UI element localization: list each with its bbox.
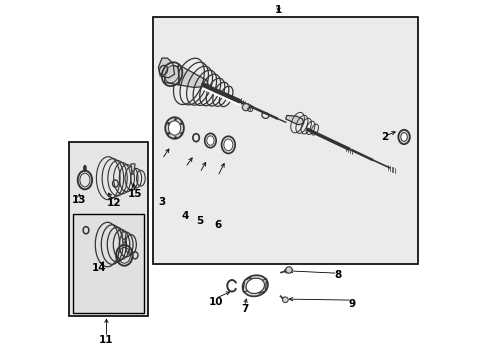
- Polygon shape: [131, 164, 135, 171]
- Polygon shape: [243, 278, 250, 292]
- Text: 2: 2: [380, 132, 387, 142]
- Ellipse shape: [168, 121, 180, 135]
- Text: 5: 5: [196, 216, 203, 226]
- Polygon shape: [158, 58, 174, 78]
- Text: 3: 3: [158, 197, 165, 207]
- Polygon shape: [122, 232, 126, 239]
- Text: 8: 8: [333, 270, 341, 280]
- Text: 10: 10: [208, 297, 223, 307]
- Ellipse shape: [245, 278, 264, 293]
- Polygon shape: [178, 64, 208, 87]
- Polygon shape: [122, 239, 125, 242]
- Ellipse shape: [165, 117, 183, 139]
- Circle shape: [282, 297, 287, 303]
- Polygon shape: [285, 116, 303, 125]
- Ellipse shape: [242, 275, 267, 296]
- Polygon shape: [132, 171, 134, 174]
- Circle shape: [242, 104, 249, 111]
- Circle shape: [285, 267, 292, 273]
- Ellipse shape: [400, 133, 407, 141]
- Polygon shape: [163, 62, 179, 85]
- Bar: [153, 17, 418, 264]
- Ellipse shape: [224, 139, 232, 150]
- Bar: [73, 214, 144, 313]
- Bar: [69, 142, 147, 316]
- Text: 6: 6: [214, 220, 221, 230]
- Ellipse shape: [398, 130, 409, 144]
- Ellipse shape: [206, 136, 214, 145]
- Ellipse shape: [221, 136, 235, 153]
- Text: 4: 4: [181, 211, 189, 221]
- Polygon shape: [258, 279, 266, 293]
- Text: 14: 14: [92, 263, 106, 273]
- Text: 1: 1: [274, 5, 282, 15]
- FancyArrow shape: [83, 165, 86, 171]
- Text: 7: 7: [240, 304, 248, 314]
- Ellipse shape: [204, 134, 216, 148]
- Text: 11: 11: [99, 334, 113, 345]
- Text: 12: 12: [106, 198, 121, 208]
- Text: 13: 13: [71, 195, 86, 205]
- Text: 15: 15: [128, 189, 142, 199]
- Text: 9: 9: [348, 299, 355, 309]
